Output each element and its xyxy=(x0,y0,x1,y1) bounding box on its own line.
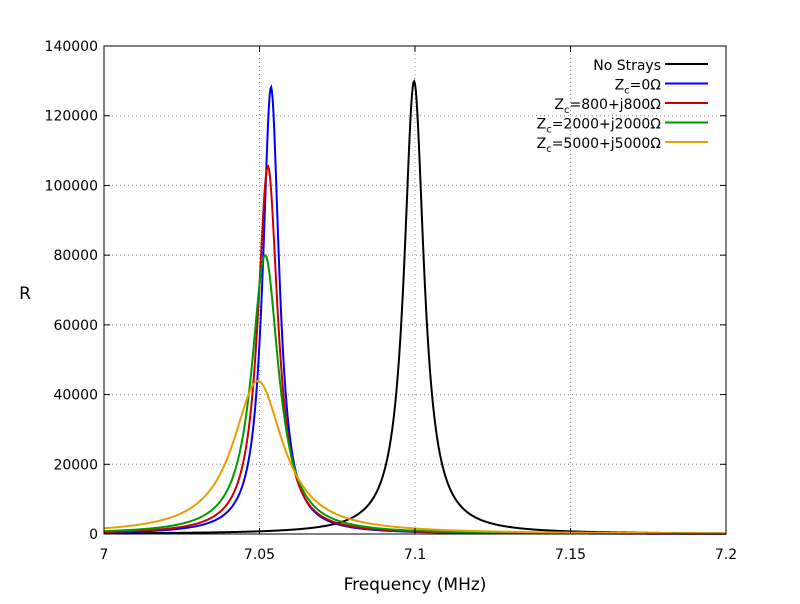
y-tick-label: 140000 xyxy=(45,39,98,55)
legend-label-main: Z xyxy=(537,136,547,152)
legend-label-main: Z xyxy=(537,117,547,133)
legend-label-main: Z xyxy=(615,78,625,94)
legend-label-sub: c xyxy=(564,105,570,116)
legend-label-sub: c xyxy=(624,86,630,97)
x-tick-label: 7.1 xyxy=(404,547,426,563)
legend-label-rest: =5000+j5000Ω xyxy=(552,136,662,152)
x-axis-label: Frequency (MHz) xyxy=(344,575,487,595)
y-tick-label: 80000 xyxy=(53,248,98,264)
y-tick-label: 120000 xyxy=(45,109,98,125)
y-tick-label: 60000 xyxy=(53,318,98,334)
y-axis-label: R xyxy=(19,284,31,304)
y-tick-label: 40000 xyxy=(53,388,98,404)
x-tick-label: 7 xyxy=(100,547,109,563)
y-tick-label: 100000 xyxy=(45,178,98,194)
legend-label: Zc=800+j800Ω xyxy=(554,97,661,116)
y-tick-label: 20000 xyxy=(53,457,98,473)
x-tick-label: 7.05 xyxy=(244,547,275,563)
legend-label-sub: c xyxy=(546,125,552,136)
legend-label: Zc=2000+j2000Ω xyxy=(537,117,662,136)
legend-label: Zc=5000+j5000Ω xyxy=(537,136,662,155)
legend-label: No Strays xyxy=(593,58,661,74)
legend-label-main: Z xyxy=(554,97,564,113)
ticks: 7 7.05 7.1 7.15 7.2 0 20000 40000 60000 80000 1000… xyxy=(45,39,738,563)
legend: No StraysZc=0ΩZc=800+j800ΩZc=2000+j2000Ω… xyxy=(537,58,708,155)
legend-label-rest: =0Ω xyxy=(630,78,662,94)
legend-label-rest: =2000+j2000Ω xyxy=(552,117,662,133)
legend-label-main: No Strays xyxy=(593,58,661,74)
legend-label: Zc=0Ω xyxy=(615,78,662,97)
legend-label-sub: c xyxy=(546,144,552,155)
x-tick-label: 7.2 xyxy=(715,547,737,563)
legend-label-rest: =800+j800Ω xyxy=(570,97,662,113)
y-tick-label: 0 xyxy=(89,527,98,543)
x-tick-label: 7.15 xyxy=(555,547,586,563)
